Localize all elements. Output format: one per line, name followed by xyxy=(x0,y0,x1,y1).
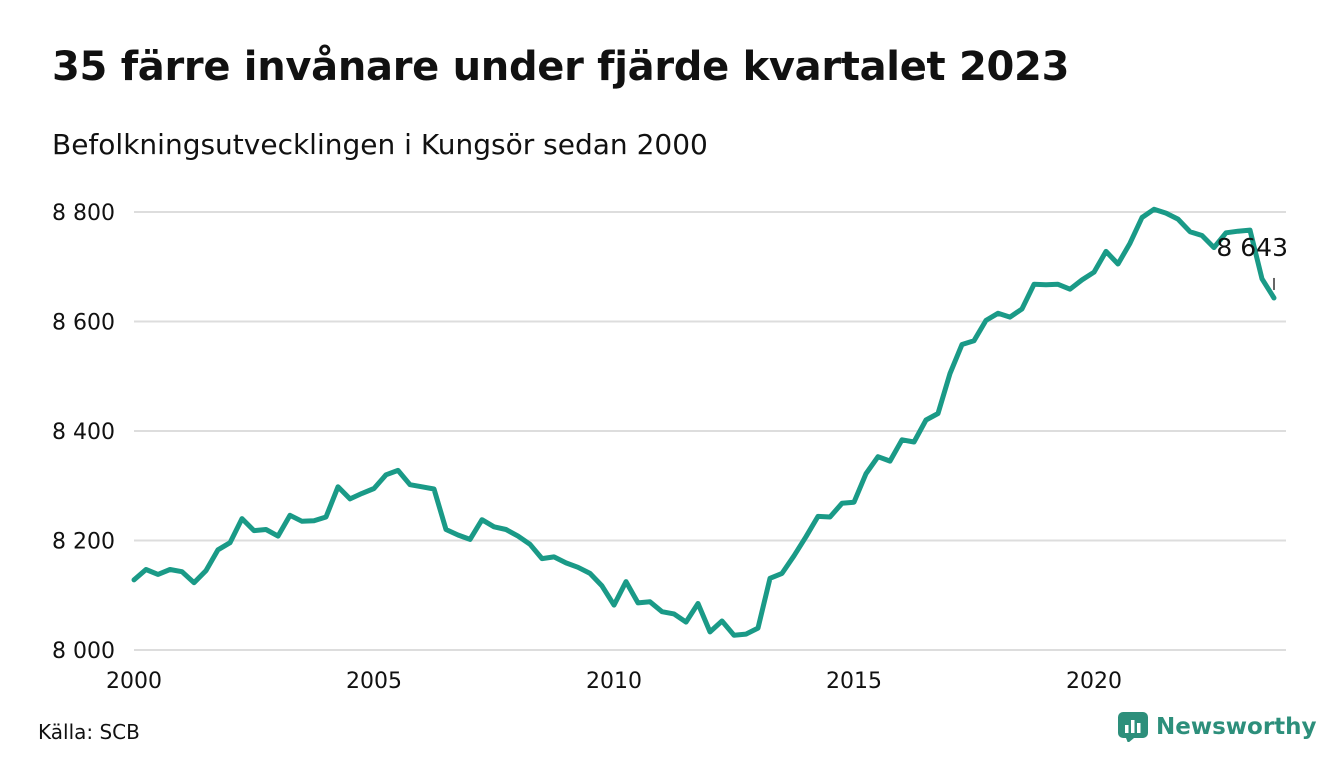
x-tick-label: 2000 xyxy=(106,669,162,694)
y-tick-label: 8 800 xyxy=(52,201,115,226)
chart-subtitle: Befolkningsutvecklingen i Kungsör sedan … xyxy=(52,128,708,161)
chart-title: 35 färre invånare under fjärde kvartalet… xyxy=(52,44,1070,90)
x-tick-label: 2020 xyxy=(1066,669,1122,694)
x-tick-label: 2010 xyxy=(586,669,642,694)
x-tick-label: 2005 xyxy=(346,669,402,694)
series-line xyxy=(131,206,1277,638)
y-tick-label: 8 600 xyxy=(52,311,115,336)
source-note: Källa: SCB xyxy=(38,720,140,744)
brand-logo: Newsworthy xyxy=(1118,712,1317,742)
y-tick-label: 8 400 xyxy=(52,420,115,445)
x-tick-label: 2015 xyxy=(826,669,882,694)
y-tick-label: 8 200 xyxy=(52,530,115,555)
brand-name: Newsworthy xyxy=(1156,714,1317,740)
y-tick-label: 8 000 xyxy=(52,639,115,664)
last-value-label: 8 643 xyxy=(1216,233,1288,262)
bar-chart-icon xyxy=(1118,712,1148,742)
